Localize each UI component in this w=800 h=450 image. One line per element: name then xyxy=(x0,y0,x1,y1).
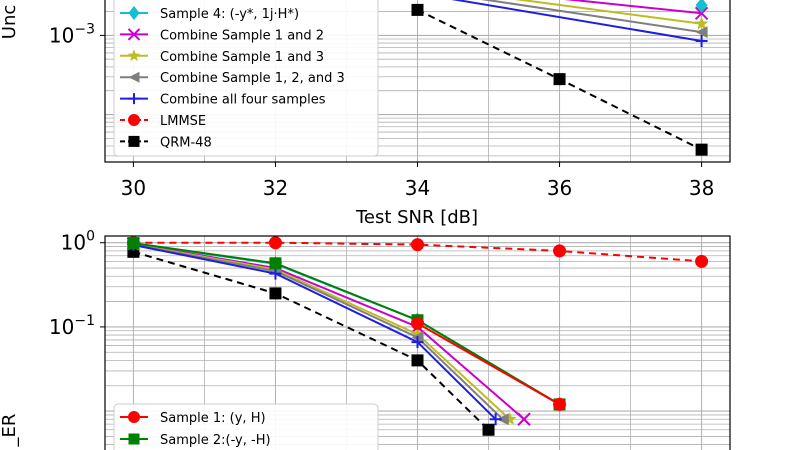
data-point xyxy=(411,336,424,349)
data-point xyxy=(496,413,509,426)
series-layer xyxy=(411,0,709,156)
series-combine-sample-1-and-3 xyxy=(514,0,709,30)
data-point xyxy=(553,397,567,411)
x-axis-label: Test SNR [dB] xyxy=(355,207,478,228)
legend-label: Combine Sample 1 and 3 xyxy=(160,50,324,65)
data-point xyxy=(411,316,424,330)
data-point xyxy=(695,254,709,268)
legend-top: Sample 4: (-y*, 1j·H*) Combine Sample 1 a… xyxy=(113,0,379,157)
x-tick-label: 38 xyxy=(689,176,714,200)
legend-item-combine-all-four-samples: Combine all four samples xyxy=(120,93,326,108)
legend-label: Combine all four samples xyxy=(160,93,326,108)
legend-bottom: Sample 1: (y, H) Sample 2:(-y, -H) xyxy=(113,403,379,450)
legend-box xyxy=(113,0,379,157)
series-sample-4-y-1j-h xyxy=(695,0,708,14)
data-point xyxy=(411,238,424,252)
data-point xyxy=(269,267,282,280)
data-point xyxy=(553,73,566,86)
data-point xyxy=(517,412,531,426)
y-axis-label: _ER xyxy=(0,414,20,448)
legend-marker xyxy=(127,28,141,41)
legend-item-qrm-48: QRM-48 xyxy=(120,135,212,150)
legend-label: Sample 1: (y, H) xyxy=(160,411,266,426)
legend-item-sample-4-y-1j-h: Sample 4: (-y*, 1j·H*) xyxy=(120,5,299,22)
series-combine-all-four-samples xyxy=(451,0,708,47)
legend-label: QRM-48 xyxy=(160,135,212,150)
bottom-chart-panel: 100 10−1 _ER Sample 1: (y, H) Sample 2:(-y, … xyxy=(0,229,731,450)
legend-label: Combine Sample 1 and 2 xyxy=(160,28,324,43)
legend-marker xyxy=(128,135,140,147)
legend-marker xyxy=(128,93,140,105)
series-line xyxy=(133,242,525,420)
legend-marker xyxy=(128,411,140,423)
legend-item-combine-sample-1-2-and-3: Combine Sample 1, 2, and 3 xyxy=(120,71,345,86)
x-tick-label: 30 xyxy=(121,176,146,200)
series-line xyxy=(133,241,702,263)
legend-marker xyxy=(128,5,140,21)
series-line xyxy=(133,244,497,420)
data-point xyxy=(695,26,708,39)
series-line xyxy=(417,322,560,406)
data-point xyxy=(268,236,282,250)
data-point xyxy=(695,0,708,14)
legend-marker xyxy=(128,114,140,126)
legend-item-sample-2-y-h: Sample 2:(-y, -H) xyxy=(120,433,271,448)
series-line xyxy=(133,243,511,420)
legend-label: Sample 4: (-y*, 1j·H*) xyxy=(160,7,299,22)
data-point xyxy=(482,423,495,436)
x-tick-label: 34 xyxy=(405,176,430,200)
y-tick-label: 100 xyxy=(61,229,95,255)
x-tick-label: 32 xyxy=(263,176,288,200)
data-point xyxy=(269,257,282,270)
series-line xyxy=(133,243,504,420)
legend-label: Combine Sample 1, 2, and 3 xyxy=(160,71,345,86)
series-line xyxy=(451,0,702,42)
legend-item-lmmse: LMMSE xyxy=(120,114,206,129)
legend-item-sample-1-y-h: Sample 1: (y, H) xyxy=(120,411,266,426)
series-layer xyxy=(126,236,709,436)
data-point xyxy=(503,412,517,426)
y-tick-label: 10−3 xyxy=(49,21,95,47)
data-point xyxy=(695,34,708,47)
legend-marker xyxy=(127,49,141,62)
y-axis-label: Unc xyxy=(0,5,20,39)
legend-marker xyxy=(128,433,140,445)
data-point xyxy=(410,327,425,340)
series-sample-1-y-h xyxy=(411,316,567,411)
legend-item-combine-sample-1-and-2: Combine Sample 1 and 2 xyxy=(120,28,324,43)
series-qrm-48 xyxy=(411,3,708,156)
data-point xyxy=(694,16,709,30)
series-combine-sample-1-2-and-3 xyxy=(480,0,708,39)
legend-marker xyxy=(128,71,140,83)
data-point xyxy=(553,244,567,258)
data-point xyxy=(489,413,502,426)
data-point xyxy=(694,6,709,21)
series-combine-sample-1-and-2 xyxy=(126,237,531,426)
series-line xyxy=(480,0,702,34)
legend-item-combine-sample-1-and-3: Combine Sample 1 and 3 xyxy=(120,49,324,65)
data-point xyxy=(695,143,708,156)
axes-frame xyxy=(104,235,731,450)
data-point xyxy=(411,354,424,367)
legend-label: LMMSE xyxy=(160,114,206,129)
series-line xyxy=(133,242,561,406)
x-tick-label: 36 xyxy=(547,176,572,200)
y-tick-label: 10−1 xyxy=(49,313,95,339)
series-line xyxy=(514,0,702,25)
series-line xyxy=(564,0,702,15)
data-point xyxy=(411,3,424,16)
data-point xyxy=(269,287,282,300)
legend-box xyxy=(113,403,379,450)
series-combine-sample-1-and-2 xyxy=(564,0,709,21)
data-point xyxy=(127,237,140,250)
series-line xyxy=(133,250,490,431)
legend-label: Sample 2:(-y, -H) xyxy=(160,433,271,448)
top-chart-panel: 10−3 30 32 34 36 38 Test SNR [dB] Unc Sample 4: … xyxy=(0,0,731,228)
